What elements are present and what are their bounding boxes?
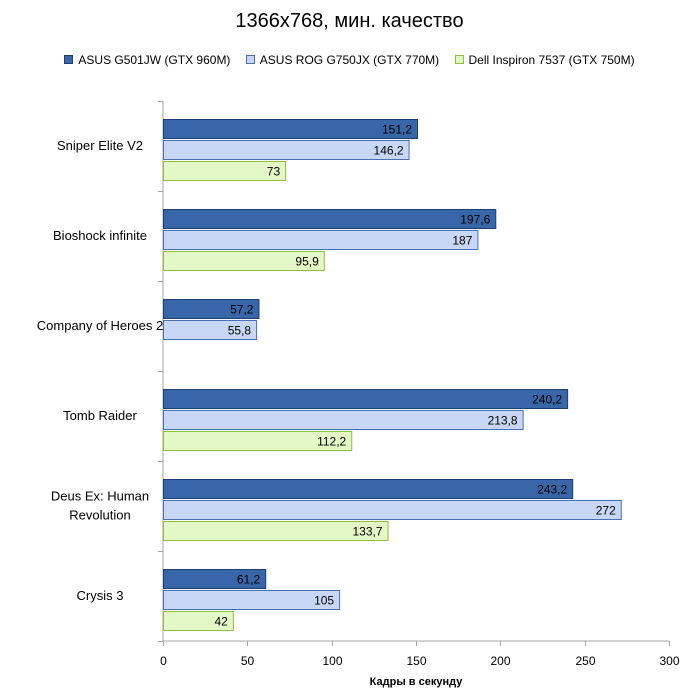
bar-bioshock-infinite-series-1	[163, 209, 497, 229]
category-label-bioshock-infinite: Bioshock infinite	[53, 228, 147, 243]
data-label: 105	[314, 594, 334, 608]
legend-item-dell-inspiron: Dell Inspiron 7537 (GTX 750M)	[454, 53, 635, 67]
data-label: 240,2	[532, 393, 562, 407]
category-label-tomb-raider: Tomb Raider	[63, 408, 137, 423]
x-tick-label: 100	[322, 654, 342, 668]
x-tick-label: 50	[241, 654, 255, 668]
legend-swatch-asus-g501jw	[64, 55, 74, 65]
bar-crysis-3-series-3	[163, 611, 234, 631]
bar-bioshock-infinite-series-3	[163, 251, 325, 271]
x-tick-label: 250	[575, 654, 595, 668]
bar-deus-ex-human-revolution-series-1	[163, 479, 574, 499]
data-label: 272	[596, 504, 616, 518]
data-label: 57,2	[230, 303, 254, 317]
bar-sniper-elite-v2-series-3	[163, 161, 287, 181]
category-label-crysis-3: Crysis 3	[77, 588, 124, 603]
data-label: 61,2	[237, 573, 261, 587]
data-label: 146,2	[374, 144, 404, 158]
bar-bioshock-infinite-series-2	[163, 230, 479, 250]
data-label: 197,6	[460, 213, 490, 227]
legend-label: Dell Inspiron 7537 (GTX 750M)	[468, 53, 635, 67]
category-label-company-of-heroes-2: Company of Heroes 2	[37, 318, 163, 333]
chart-title: 1366x768, мин. качество	[235, 10, 464, 32]
data-label: 133,7	[352, 525, 382, 539]
bar-company-of-heroes-2-series-2	[163, 320, 258, 340]
data-label: 151,2	[382, 123, 412, 137]
x-tick-label: 200	[490, 654, 510, 668]
bar-tomb-raider-series-1	[163, 389, 569, 409]
data-label: 73	[267, 165, 281, 179]
legend-label: ASUS G501JW (GTX 960M)	[78, 53, 231, 67]
data-label: 95,9	[295, 255, 319, 269]
bar-crysis-3-series-2	[163, 590, 341, 610]
data-label: 42	[214, 615, 228, 629]
data-label: 243,2	[537, 483, 567, 497]
bar-crysis-3-series-1	[163, 569, 267, 589]
legend-item-asus-g501jw: ASUS G501JW (GTX 960M)	[64, 53, 230, 67]
x-tick-label: 150	[406, 654, 426, 668]
bar-deus-ex-human-revolution-series-3	[163, 521, 389, 541]
x-tick-label: 0	[160, 654, 167, 668]
data-label: 187	[452, 234, 472, 248]
legend-swatch-asus-rog-g750jx	[245, 55, 255, 65]
category-label-sniper-elite-v2: Sniper Elite V2	[57, 138, 143, 153]
legend-label: ASUS ROG G750JX (GTX 770M)	[259, 53, 440, 67]
bar-sniper-elite-v2-series-2	[163, 140, 410, 160]
category-label-deus-ex-human-revolution: Deus Ex: Human Revolution	[51, 489, 149, 523]
x-axis-title: Кадры в секунду	[370, 676, 464, 688]
bar-tomb-raider-series-3	[163, 431, 353, 451]
legend-item-asus-rog-g750jx: ASUS ROG G750JX (GTX 770M)	[245, 53, 440, 67]
data-label: 55,8	[228, 324, 252, 338]
bar-sniper-elite-v2-series-1	[163, 119, 419, 139]
data-label: 112,2	[317, 435, 346, 449]
legend-swatch-dell-inspiron	[454, 55, 464, 65]
bar-deus-ex-human-revolution-series-2	[163, 500, 622, 520]
bar-company-of-heroes-2-series-1	[163, 299, 260, 319]
x-tick-label: 300	[659, 654, 679, 668]
bar-tomb-raider-series-2	[163, 410, 524, 430]
data-label: 213,8	[488, 414, 518, 428]
legend: ASUS G501JW (GTX 960M) ASUS ROG G750JX (…	[0, 53, 699, 67]
